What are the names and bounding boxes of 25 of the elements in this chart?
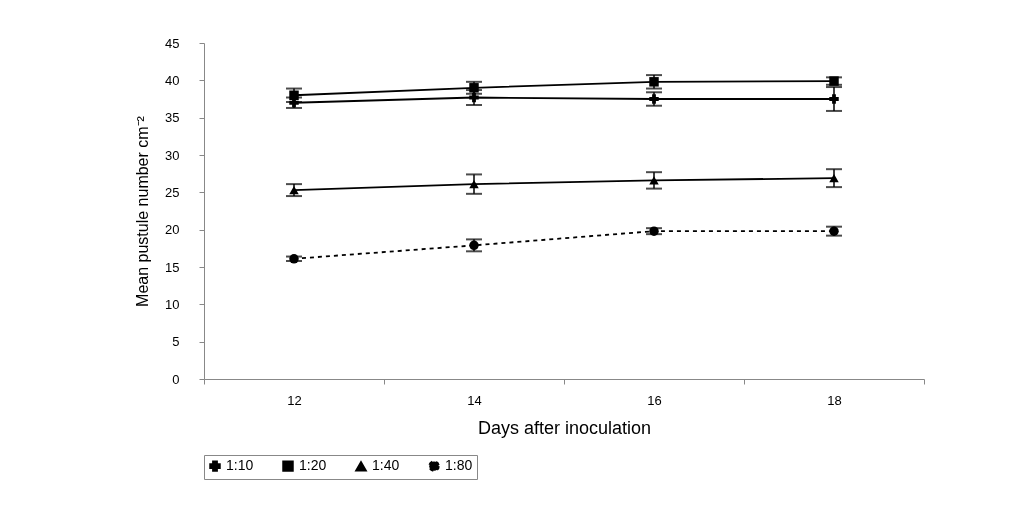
- x-tick-label: 14: [467, 392, 482, 408]
- legend-label: 1:80: [445, 457, 473, 474]
- legend-label: 1:10: [226, 457, 254, 474]
- point: [469, 180, 479, 189]
- y-tick-label: 0: [172, 371, 180, 387]
- legend-label: 1:20: [299, 457, 327, 474]
- y-tick-label: 25: [165, 184, 180, 200]
- point: [829, 174, 839, 183]
- y-tick-label: 35: [165, 110, 180, 126]
- y-tick-label: 10: [165, 296, 180, 312]
- point: [649, 226, 659, 236]
- point: [289, 254, 299, 264]
- y-axis-title: Mean pustule number cm⁻²: [134, 115, 152, 307]
- y-tick-label: 5: [172, 334, 180, 350]
- y-tick-label: 20: [165, 222, 180, 238]
- legend-label: 1:40: [372, 457, 400, 474]
- x-axis-title: Days after inoculation: [477, 417, 652, 438]
- x-tick-label: 18: [827, 392, 842, 408]
- y-tick-label: 45: [165, 35, 180, 51]
- x-tick-label: 12: [287, 392, 302, 408]
- x-tick-label: 16: [647, 392, 662, 408]
- y-tick-label: 40: [165, 72, 180, 88]
- y-tick-label: 15: [165, 259, 180, 275]
- point: [829, 94, 839, 104]
- y-tick-label: 30: [165, 147, 180, 163]
